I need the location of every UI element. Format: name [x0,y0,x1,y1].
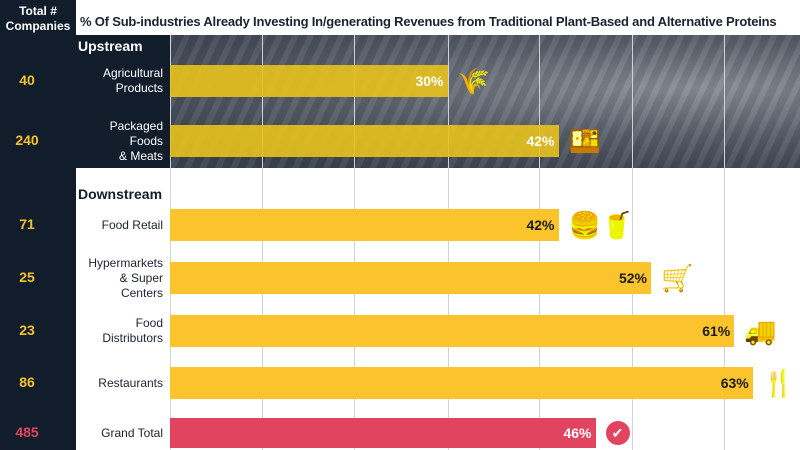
category-label: Agricultural Products [102,66,163,95]
burger-drink-icon: 🍔🥤 [568,210,634,240]
category-label: Hypermarkets & Super Centers [88,255,163,300]
bar: 42% [170,209,559,241]
food-container-icon: 🍱 [568,126,601,156]
bar-value-label: 61% [702,323,731,339]
company-count: 25 [19,269,35,285]
gridline [354,35,355,450]
section-header-downstream: Downstream [78,186,163,202]
bar: 61% [170,315,735,347]
company-count: 23 [19,322,35,338]
bar: 42% [170,125,559,157]
gridline [170,35,171,450]
bar-value-label: 30% [415,73,444,89]
bar-value-label: 42% [526,217,555,233]
category-label: Restaurants [98,375,163,390]
count-column [0,0,76,450]
bar: 30% [170,65,448,97]
upstream-label-background [76,35,170,168]
company-count: 71 [19,216,35,232]
bar: 52% [170,262,651,294]
company-count: 86 [19,374,35,390]
gridline [724,35,725,450]
company-count: 240 [15,132,39,148]
wheat-icon: 🌾 [457,66,490,96]
bar-value-label: 63% [720,375,749,391]
bar-value-label: 46% [563,425,592,441]
truck-icon: 🚚 [744,316,777,346]
restaurant-icon: 🍴 [762,368,796,398]
gridline [262,35,263,450]
company-count: 40 [19,72,35,88]
count-column-header: Total # Companies [5,4,71,33]
category-label: Food Distributors [102,316,163,345]
category-label: Grand Total [101,425,163,440]
company-count: 485 [15,424,39,440]
gridline [539,35,540,450]
bar-value-label: 52% [618,270,647,286]
shopping-cart-icon: 🛒 [661,263,694,293]
chart-title: % Of Sub-industries Already Investing In… [80,14,777,29]
check-badge-icon: ✔ [605,421,630,445]
bar-value-label: 42% [526,133,555,149]
bar: 63% [170,367,753,399]
section-header-upstream: Upstream [78,38,143,54]
category-label: Packaged Foods & Meats [109,118,163,163]
category-label: Food Retail [101,217,163,232]
gridline [632,35,633,450]
bar: 46% [170,418,596,448]
gridline [448,35,449,450]
